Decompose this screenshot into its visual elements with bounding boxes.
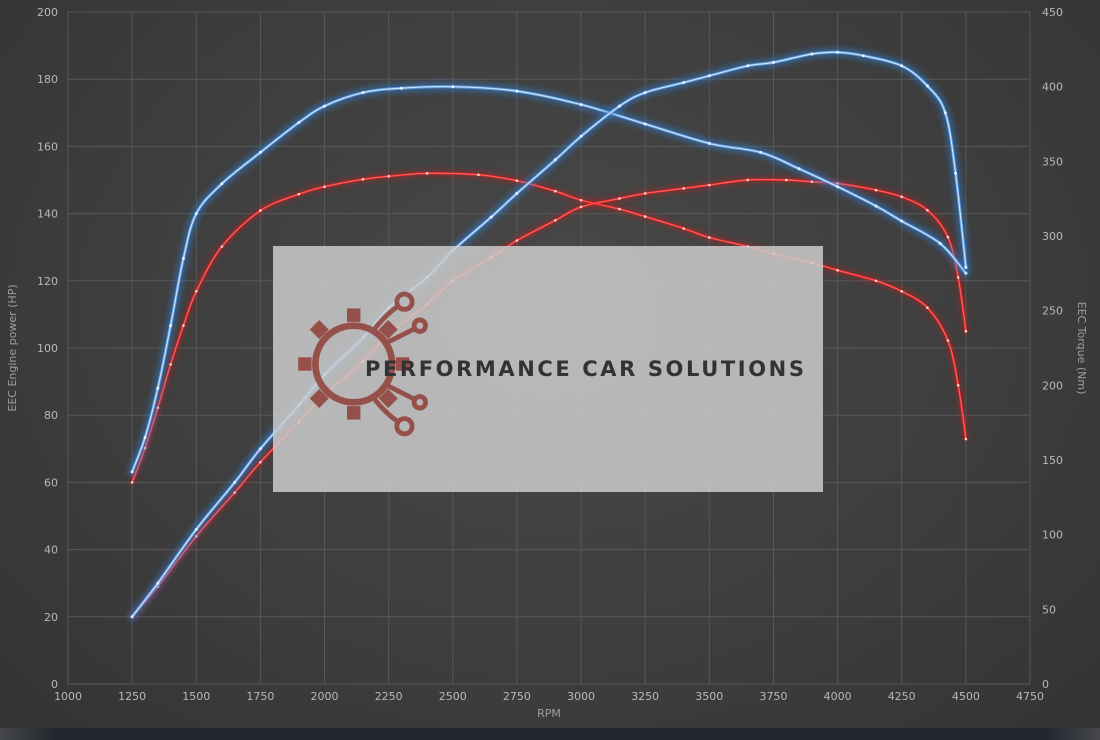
y-right-tick-label: 450	[1042, 6, 1063, 19]
y-right-tick-label: 50	[1042, 603, 1056, 616]
x-tick-label: 3750	[760, 690, 788, 703]
y-right-tick-label: 150	[1042, 454, 1063, 467]
y-right-tick-label: 200	[1042, 379, 1063, 392]
y-left-tick-labels: 0 20 40 60 80 100 120 140 160 180 200	[37, 6, 58, 691]
y-right-tick-labels: 0 50 100 150 200 250 300 350 400 450	[1042, 6, 1063, 691]
x-tick-label: 1000	[54, 690, 82, 703]
x-tick-label: 4500	[952, 690, 980, 703]
y-left-tick-label: 180	[37, 73, 58, 86]
series-torque-red	[129, 170, 969, 486]
x-tick-label: 2000	[311, 690, 339, 703]
y-left-tick-label: 140	[37, 208, 58, 221]
y-left-tick-label: 200	[37, 6, 58, 19]
y-right-tick-label: 350	[1042, 155, 1063, 168]
watermark-text: PERFORMANCE CAR SOLUTIONS	[365, 357, 807, 381]
y-left-tick-label: 40	[44, 544, 58, 557]
x-tick-label: 4000	[824, 690, 852, 703]
watermark: PERFORMANCE CAR SOLUTIONS	[273, 246, 823, 492]
y-left-tick-label: 20	[44, 611, 58, 624]
y-right-tick-label: 100	[1042, 529, 1063, 542]
x-axis-tick-labels: 1000 1250 1500 1750 2000 2250 2500 2750 3000 3250…	[54, 690, 1044, 703]
series-torque-blue	[127, 82, 971, 477]
x-tick-label: 4250	[888, 690, 916, 703]
x-tick-label: 1250	[118, 690, 146, 703]
y-left-tick-label: 0	[51, 678, 58, 691]
x-tick-label: 2500	[439, 690, 467, 703]
x-tick-label: 4750	[1016, 690, 1044, 703]
x-tick-label: 2250	[375, 690, 403, 703]
y-right-tick-label: 250	[1042, 305, 1063, 318]
y-left-tick-label: 160	[37, 140, 58, 153]
y-left-tick-label: 100	[37, 342, 58, 355]
y-right-tick-label: 0	[1042, 678, 1049, 691]
x-tick-label: 3250	[631, 690, 659, 703]
y-axis-right-title: EEC Torque (Nm)	[1075, 302, 1088, 395]
y-left-tick-label: 120	[37, 275, 58, 288]
series-markers-torque-red	[130, 172, 968, 484]
x-tick-label: 1500	[182, 690, 210, 703]
x-tick-label: 3000	[567, 690, 595, 703]
x-tick-label: 1750	[246, 690, 274, 703]
gear-logo-icon	[298, 291, 428, 437]
x-axis-title: RPM	[537, 707, 561, 720]
y-right-tick-label: 400	[1042, 81, 1063, 94]
bottom-bar	[0, 728, 1100, 740]
series-markers-torque-blue	[130, 85, 968, 474]
y-left-tick-label: 60	[44, 476, 58, 489]
y-left-tick-label: 80	[44, 409, 58, 422]
x-tick-label: 3500	[695, 690, 723, 703]
y-right-tick-label: 300	[1042, 230, 1063, 243]
x-tick-label: 2750	[503, 690, 531, 703]
y-axis-left-title: EEC Engine power (HP)	[6, 284, 19, 411]
